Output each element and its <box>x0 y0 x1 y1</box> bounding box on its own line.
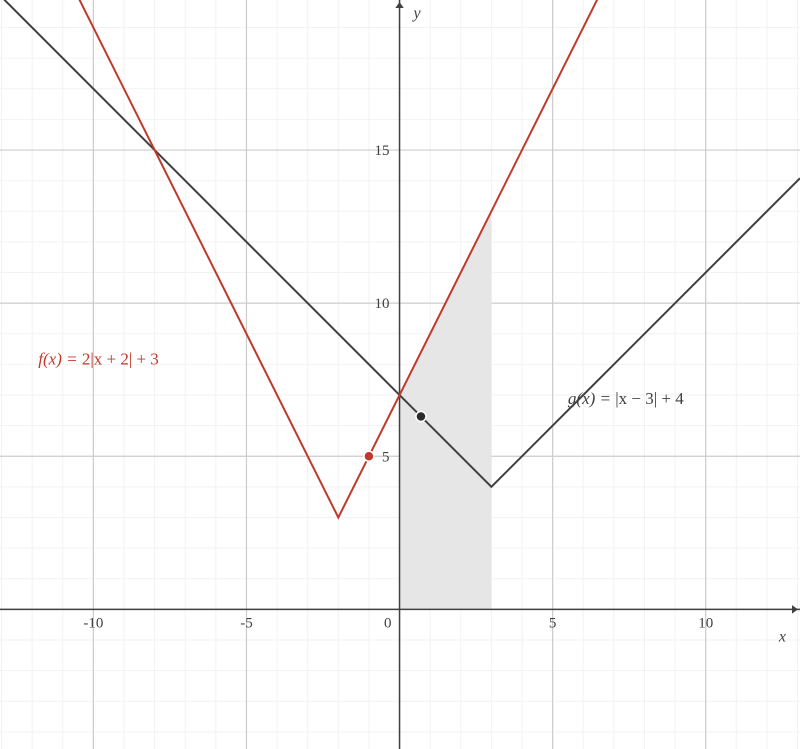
f-label: f(x) = 2|x + 2| + 3 <box>38 349 159 368</box>
svg-text:-10: -10 <box>83 615 103 631</box>
origin-label: 0 <box>384 615 392 631</box>
black-point <box>416 411 426 421</box>
svg-text:15: 15 <box>375 143 390 159</box>
g-label: g(x) = |x − 3| + 4 <box>568 389 684 408</box>
svg-text:10: 10 <box>375 296 390 312</box>
coordinate-plane: -10 -5 5 10 5 10 15 0 x y f(x) = 2|x + 2| + 3 g(x) … <box>0 0 800 749</box>
svg-text:10: 10 <box>698 615 713 631</box>
x-axis-label: x <box>778 628 786 645</box>
red-point <box>364 451 374 461</box>
svg-text:5: 5 <box>549 615 557 631</box>
svg-text:5: 5 <box>382 449 390 465</box>
svg-text:-5: -5 <box>240 615 253 631</box>
y-axis-label: y <box>412 5 422 22</box>
